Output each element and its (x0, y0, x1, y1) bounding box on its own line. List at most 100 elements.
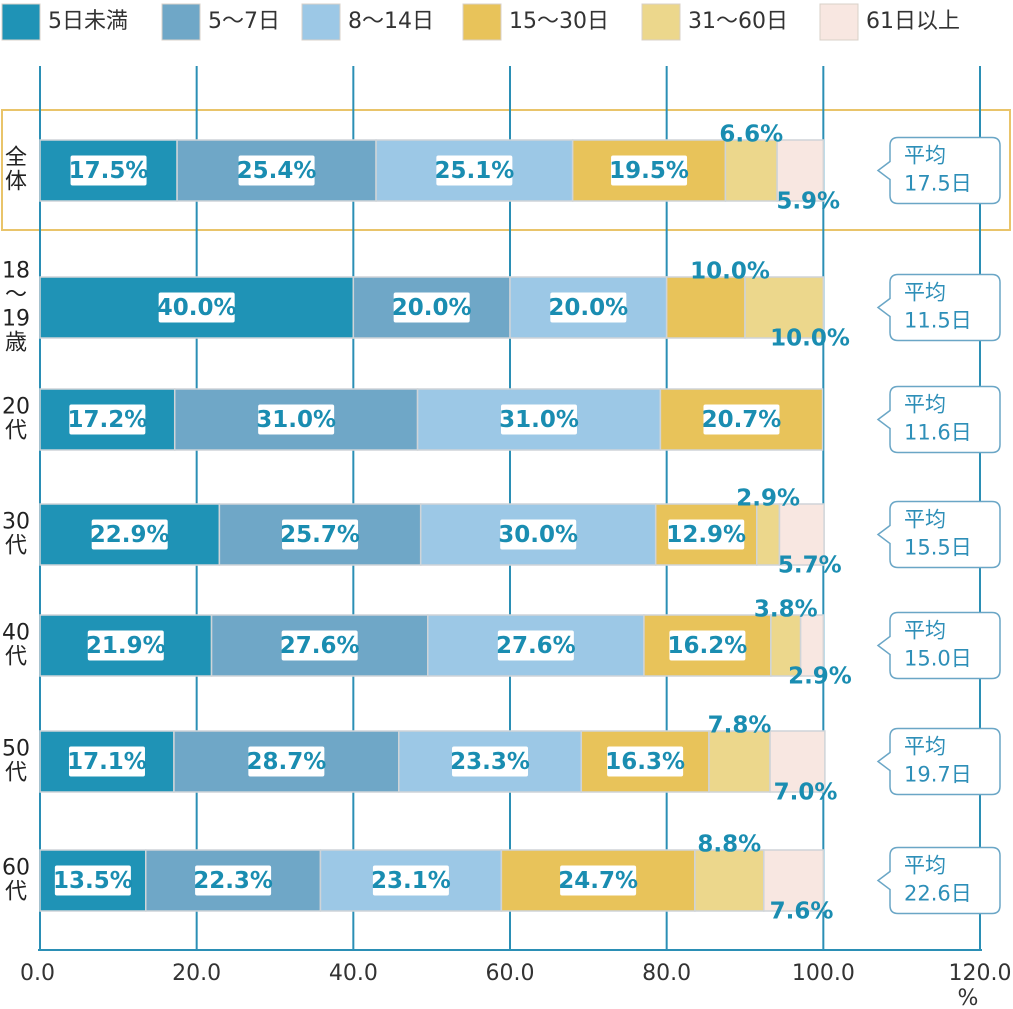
x-tick-label-4: 80.0 (642, 961, 691, 986)
average-callout-2 (876, 273, 1001, 342)
bar-5-6 (799, 614, 825, 677)
data-label-5-6: 2.9% (788, 664, 852, 690)
average-label-5: 平均 (904, 619, 946, 643)
data-label-bg-3-1 (69, 404, 146, 435)
data-label-4-1: 22.9% (90, 522, 170, 548)
data-label-bg-7-1 (54, 865, 131, 896)
data-label-bg-5-4 (669, 630, 746, 661)
legend-label-5: 31～60日 (688, 9, 788, 34)
data-label-7-2: 22.3% (193, 868, 273, 894)
bar-4-6 (778, 503, 825, 566)
data-label-1-5: 6.6% (719, 122, 783, 148)
legend-label-4: 15～30日 (509, 9, 609, 34)
data-label-bg-1-1 (70, 155, 147, 186)
data-label-1-1: 17.5% (69, 158, 149, 184)
data-label-bg-1-4 (611, 155, 688, 186)
average-callout-3 (876, 385, 1001, 454)
data-label-bg-2-2 (393, 292, 470, 323)
data-label-bg-3-4 (703, 404, 780, 435)
average-label-6: 平均 (904, 735, 946, 759)
data-label-2-2: 20.0% (392, 295, 472, 321)
average-callout-1 (876, 136, 1001, 205)
bar-7-6 (763, 849, 825, 912)
x-tick-label-6: 120.0 (949, 961, 1012, 986)
average-value-6: 19.7日 (904, 763, 972, 787)
bar-2-5 (744, 276, 825, 339)
data-label-3-3: 31.0% (499, 407, 579, 433)
average-callout-5 (876, 611, 1001, 680)
data-label-2-4: 10.0% (690, 259, 770, 285)
x-tick-label-2: 40.0 (329, 961, 378, 986)
data-label-bg-3-3 (500, 404, 577, 435)
data-label-5-3: 27.6% (496, 633, 576, 659)
data-label-2-5: 10.0% (770, 326, 850, 352)
legend-label-1: 5日未満 (48, 9, 128, 34)
average-callout-4 (876, 500, 1001, 569)
data-label-6-4: 16.3% (605, 749, 685, 775)
data-label-bg-3-2 (258, 404, 335, 435)
data-label-7-4: 24.7% (558, 868, 638, 894)
legend-swatch-1 (1, 3, 41, 41)
category-label-1: 全体 (5, 146, 27, 195)
category-label-6: 50 代 (2, 737, 30, 786)
data-label-4-2: 25.7% (280, 522, 360, 548)
data-label-bg-6-1 (68, 746, 145, 777)
data-label-bg-4-2 (282, 519, 359, 550)
average-label-2: 平均 (904, 281, 946, 305)
data-label-5-2: 27.6% (280, 633, 360, 659)
data-label-bg-5-3 (497, 630, 574, 661)
legend-swatch-4 (462, 3, 502, 41)
highlight-frame (1, 109, 1011, 231)
x-tick-label-5: 100.0 (792, 961, 855, 986)
data-label-4-5: 2.9% (736, 486, 800, 512)
category-label-2: 18 ～ 19 歳 (2, 259, 30, 356)
data-label-bg-2-3 (550, 292, 627, 323)
data-label-bg-4-1 (91, 519, 168, 550)
data-label-4-4: 12.9% (666, 522, 746, 548)
legend-label-2: 5～7日 (208, 9, 280, 34)
average-callout-7 (876, 846, 1001, 915)
data-label-4-3: 30.0% (498, 522, 578, 548)
data-label-3-1: 17.2% (67, 407, 147, 433)
data-label-1-4: 19.5% (609, 158, 689, 184)
average-value-1: 17.5日 (904, 172, 972, 196)
average-value-2: 11.5日 (904, 309, 972, 333)
legend-label-3: 8～14日 (348, 9, 434, 34)
category-label-4: 30 代 (2, 510, 30, 559)
data-label-7-5: 8.8% (697, 832, 761, 858)
bar-6-6 (769, 730, 826, 793)
category-label-3: 20 代 (2, 395, 30, 444)
data-label-bg-7-4 (560, 865, 637, 896)
data-label-bg-1-3 (436, 155, 513, 186)
data-label-3-4: 20.7% (702, 407, 782, 433)
average-value-7: 22.6日 (904, 882, 972, 906)
bar-5-4 (643, 614, 772, 677)
data-label-6-6: 7.0% (774, 780, 838, 806)
data-label-bg-6-2 (248, 746, 325, 777)
data-label-1-6: 5.9% (776, 189, 840, 215)
data-label-bg-6-3 (452, 746, 529, 777)
x-tick-label-1: 20.0 (172, 961, 221, 986)
bar-1-5 (724, 139, 778, 202)
bar-1-6 (776, 139, 825, 202)
bar-4-5 (756, 503, 781, 566)
average-label-4: 平均 (904, 508, 946, 532)
category-label-7: 60 代 (2, 856, 30, 905)
bar-6-2 (173, 730, 400, 793)
x-tick-label-3: 60.0 (486, 961, 535, 986)
data-label-7-6: 7.6% (770, 899, 834, 925)
data-label-bg-7-3 (372, 865, 449, 896)
average-value-4: 15.5日 (904, 536, 972, 560)
category-label-5: 40 代 (2, 621, 30, 670)
data-label-bg-5-2 (281, 630, 358, 661)
data-label-1-2: 25.4% (237, 158, 317, 184)
average-value-5: 15.0日 (904, 647, 972, 671)
data-label-7-1: 13.5% (53, 868, 133, 894)
legend-label-6: 61日以上 (866, 9, 960, 34)
legend-swatch-5 (641, 3, 681, 41)
data-label-6-5: 7.8% (708, 713, 772, 739)
data-label-1-3: 25.1% (434, 158, 514, 184)
legend-swatch-2 (161, 3, 201, 41)
data-label-6-3: 23.3% (450, 749, 530, 775)
